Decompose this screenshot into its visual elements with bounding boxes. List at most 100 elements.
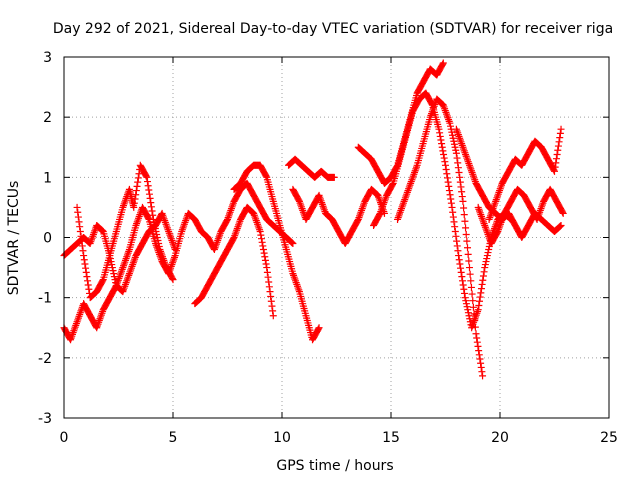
data-point	[133, 182, 141, 190]
data-point	[153, 234, 161, 241]
y-tick-label: 1	[43, 170, 52, 186]
data-point	[168, 274, 176, 282]
data-point	[554, 142, 562, 150]
data-point	[479, 372, 487, 380]
x-tick-label: 0	[60, 430, 69, 446]
data-point	[553, 150, 561, 158]
data-point	[462, 224, 470, 232]
data-point	[469, 303, 477, 311]
data-point	[314, 325, 322, 333]
data-point	[143, 173, 151, 181]
data-point	[463, 237, 471, 245]
data-point	[446, 191, 454, 199]
data-point	[444, 178, 452, 186]
data-point	[439, 147, 447, 155]
data-point	[460, 204, 468, 212]
data-series	[485, 125, 565, 223]
data-point	[449, 208, 457, 216]
data-point	[130, 199, 138, 207]
data-point	[480, 268, 488, 276]
data-series	[474, 185, 567, 248]
y-tick-label: 2	[43, 110, 52, 126]
data-point	[483, 252, 491, 260]
data-point	[443, 174, 451, 182]
data-point	[483, 255, 491, 263]
data-point	[555, 138, 563, 146]
data-point	[475, 301, 483, 309]
ticks: 0 5 10 15 20 25 -3 -2 -1 0 1 2 3	[38, 50, 618, 446]
data-point	[74, 208, 82, 216]
data-point	[559, 208, 567, 216]
data-point	[130, 203, 138, 211]
data-point	[99, 227, 107, 235]
data-point	[145, 186, 153, 194]
data-point	[457, 183, 465, 191]
data-point	[445, 187, 453, 195]
data-point	[155, 240, 163, 248]
data-point	[134, 174, 142, 182]
data-point	[452, 149, 460, 157]
data-point	[262, 172, 270, 180]
data-point	[477, 363, 485, 371]
data-point	[439, 60, 447, 68]
data-point	[148, 207, 156, 215]
x-tick-label: 20	[491, 430, 509, 446]
data-point	[481, 264, 489, 272]
data-point	[457, 268, 465, 276]
data-point	[451, 227, 459, 235]
data-point	[261, 256, 269, 264]
data-point	[75, 218, 83, 226]
data-point	[464, 244, 472, 252]
data-point	[556, 222, 564, 230]
data-point	[471, 323, 479, 331]
plot-frame	[63, 56, 610, 419]
data-point	[556, 134, 564, 142]
data-point	[473, 334, 481, 342]
data-point	[457, 264, 465, 272]
data-point	[108, 261, 116, 269]
data-point	[135, 170, 143, 178]
data-point	[476, 293, 484, 301]
data-point	[439, 59, 447, 67]
data-point	[458, 273, 466, 281]
data-point	[98, 226, 106, 234]
data-point	[479, 276, 487, 284]
data-point	[448, 131, 456, 139]
data-point	[171, 246, 179, 254]
data-point	[459, 197, 467, 205]
data-point	[84, 277, 92, 285]
data-point	[471, 317, 479, 325]
data-point	[264, 273, 272, 281]
data-point	[474, 306, 482, 314]
data-point	[452, 146, 460, 154]
data-point	[288, 238, 296, 246]
data-point	[150, 218, 158, 226]
data-point	[149, 215, 157, 223]
data-point	[76, 223, 84, 231]
data-point	[256, 227, 264, 235]
data-series	[60, 179, 297, 290]
data-point	[458, 188, 466, 196]
y-tick-label: -3	[38, 411, 52, 427]
data-point	[440, 154, 448, 162]
data-point	[465, 257, 473, 265]
data-point	[461, 217, 469, 225]
data-point	[83, 273, 91, 281]
data-point	[259, 242, 267, 250]
data-point	[436, 132, 444, 140]
data-point	[442, 166, 450, 174]
data-point	[147, 203, 155, 211]
data-point	[455, 252, 463, 260]
data-point	[78, 237, 86, 245]
data-point	[478, 280, 486, 288]
data-point	[450, 140, 458, 148]
data-point	[462, 297, 470, 305]
data-point	[476, 355, 484, 363]
data-point	[456, 260, 464, 268]
data-point	[557, 125, 565, 133]
data-point	[155, 243, 163, 251]
y-tick-label: 3	[43, 50, 52, 66]
data-point	[467, 277, 475, 285]
data-point	[447, 195, 455, 203]
